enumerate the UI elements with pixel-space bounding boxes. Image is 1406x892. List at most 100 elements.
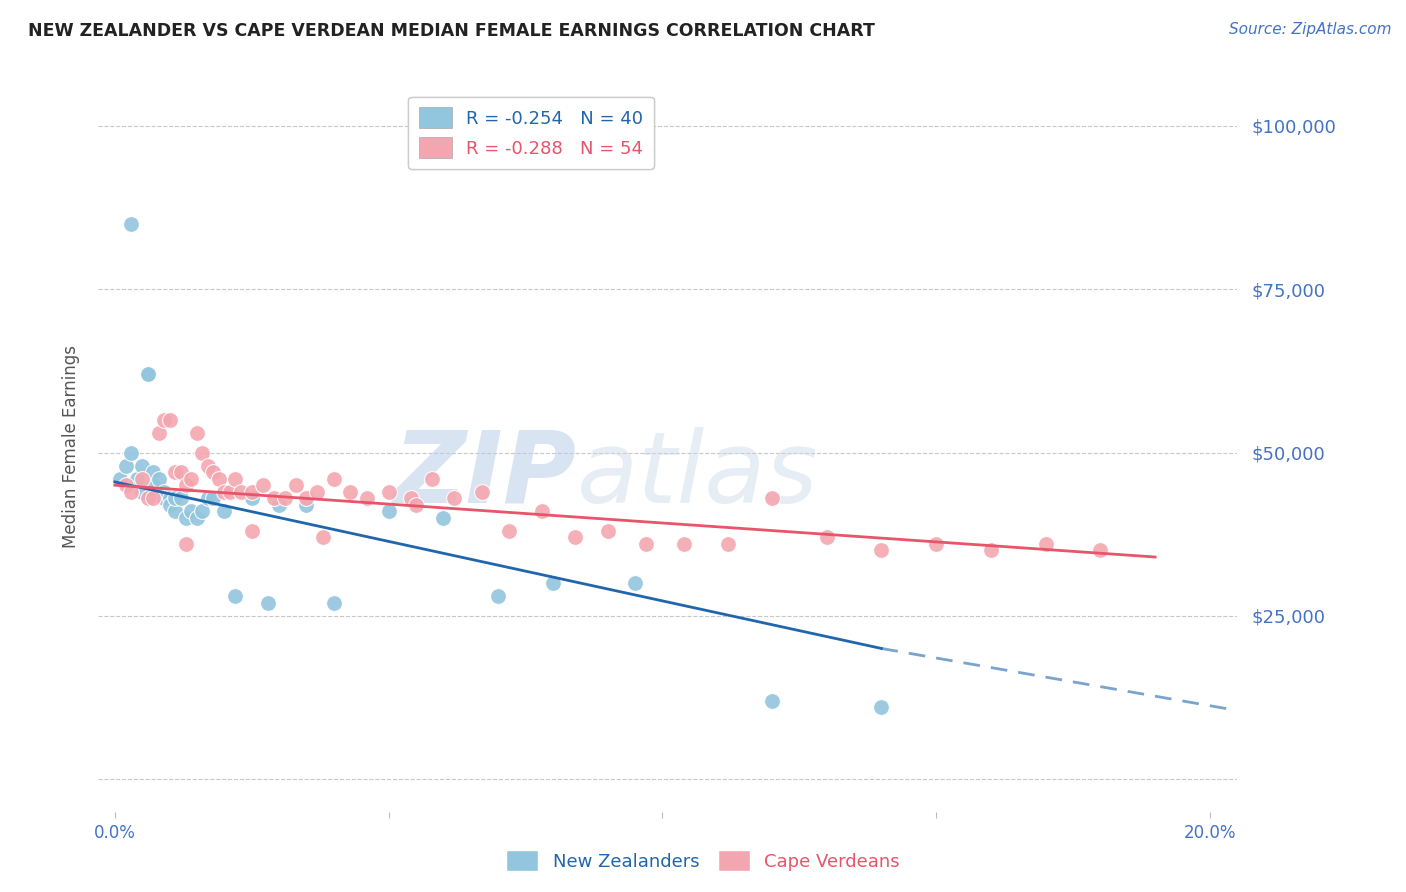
Text: Source: ZipAtlas.com: Source: ZipAtlas.com bbox=[1229, 22, 1392, 37]
Cape Verdeans bbox=[136, 491, 159, 506]
New Zealanders bbox=[486, 589, 509, 603]
Cape Verdeans bbox=[180, 472, 202, 486]
Cape Verdeans bbox=[322, 472, 344, 486]
Cape Verdeans bbox=[120, 484, 142, 499]
New Zealanders bbox=[269, 498, 291, 512]
Cape Verdeans bbox=[148, 425, 170, 440]
Cape Verdeans bbox=[114, 478, 136, 492]
Cape Verdeans bbox=[339, 484, 361, 499]
Cape Verdeans bbox=[169, 465, 191, 479]
Cape Verdeans bbox=[240, 484, 263, 499]
Text: atlas: atlas bbox=[576, 426, 818, 524]
New Zealanders bbox=[142, 478, 165, 492]
New Zealanders bbox=[142, 465, 165, 479]
New Zealanders bbox=[131, 458, 153, 473]
New Zealanders bbox=[197, 491, 219, 506]
Cape Verdeans bbox=[405, 498, 427, 512]
New Zealanders bbox=[148, 472, 170, 486]
Cape Verdeans bbox=[191, 445, 214, 459]
New Zealanders bbox=[153, 484, 176, 499]
New Zealanders bbox=[761, 694, 783, 708]
New Zealanders bbox=[377, 504, 399, 518]
New Zealanders bbox=[131, 484, 153, 499]
Cape Verdeans bbox=[1035, 537, 1057, 551]
Cape Verdeans bbox=[673, 537, 696, 551]
Cape Verdeans bbox=[980, 543, 1002, 558]
Cape Verdeans bbox=[634, 537, 657, 551]
Cape Verdeans bbox=[443, 491, 465, 506]
Cape Verdeans bbox=[925, 537, 948, 551]
Cape Verdeans bbox=[1090, 543, 1112, 558]
New Zealanders bbox=[114, 458, 136, 473]
Cape Verdeans bbox=[356, 491, 378, 506]
Cape Verdeans bbox=[815, 530, 838, 544]
New Zealanders bbox=[295, 498, 318, 512]
Cape Verdeans bbox=[273, 491, 295, 506]
Cape Verdeans bbox=[218, 484, 240, 499]
Cape Verdeans bbox=[377, 484, 399, 499]
New Zealanders bbox=[174, 511, 197, 525]
New Zealanders bbox=[541, 576, 564, 591]
New Zealanders bbox=[153, 491, 176, 506]
Cape Verdeans bbox=[312, 530, 335, 544]
Legend: New Zealanders, Cape Verdeans: New Zealanders, Cape Verdeans bbox=[499, 843, 907, 879]
Cape Verdeans bbox=[153, 413, 176, 427]
Text: NEW ZEALANDER VS CAPE VERDEAN MEDIAN FEMALE EARNINGS CORRELATION CHART: NEW ZEALANDER VS CAPE VERDEAN MEDIAN FEM… bbox=[28, 22, 875, 40]
Cape Verdeans bbox=[252, 478, 274, 492]
New Zealanders bbox=[165, 504, 187, 518]
Cape Verdeans bbox=[240, 524, 263, 538]
New Zealanders bbox=[165, 491, 187, 506]
New Zealanders bbox=[240, 491, 263, 506]
New Zealanders bbox=[148, 484, 170, 499]
New Zealanders bbox=[136, 367, 159, 381]
Legend: R = -0.254   N = 40, R = -0.288   N = 54: R = -0.254 N = 40, R = -0.288 N = 54 bbox=[408, 96, 654, 169]
Cape Verdeans bbox=[224, 472, 246, 486]
Cape Verdeans bbox=[165, 465, 187, 479]
Cape Verdeans bbox=[717, 537, 740, 551]
Cape Verdeans bbox=[131, 472, 153, 486]
Cape Verdeans bbox=[174, 478, 197, 492]
New Zealanders bbox=[432, 511, 454, 525]
New Zealanders bbox=[257, 596, 280, 610]
New Zealanders bbox=[214, 504, 236, 518]
Cape Verdeans bbox=[202, 465, 225, 479]
Cape Verdeans bbox=[596, 524, 619, 538]
Text: ZIP: ZIP bbox=[394, 426, 576, 524]
New Zealanders bbox=[159, 498, 181, 512]
New Zealanders bbox=[125, 472, 148, 486]
Cape Verdeans bbox=[263, 491, 285, 506]
New Zealanders bbox=[136, 367, 159, 381]
Cape Verdeans bbox=[284, 478, 307, 492]
Cape Verdeans bbox=[295, 491, 318, 506]
Y-axis label: Median Female Earnings: Median Female Earnings bbox=[62, 344, 80, 548]
Cape Verdeans bbox=[159, 413, 181, 427]
Cape Verdeans bbox=[498, 524, 520, 538]
Cape Verdeans bbox=[870, 543, 893, 558]
Cape Verdeans bbox=[214, 484, 236, 499]
New Zealanders bbox=[224, 589, 246, 603]
New Zealanders bbox=[180, 504, 202, 518]
Cape Verdeans bbox=[564, 530, 586, 544]
Cape Verdeans bbox=[761, 491, 783, 506]
New Zealanders bbox=[202, 491, 225, 506]
Cape Verdeans bbox=[307, 484, 329, 499]
Cape Verdeans bbox=[197, 458, 219, 473]
Cape Verdeans bbox=[208, 472, 231, 486]
New Zealanders bbox=[110, 472, 132, 486]
New Zealanders bbox=[159, 491, 181, 506]
Cape Verdeans bbox=[471, 484, 494, 499]
New Zealanders bbox=[186, 511, 208, 525]
Cape Verdeans bbox=[186, 425, 208, 440]
New Zealanders bbox=[191, 504, 214, 518]
Cape Verdeans bbox=[422, 472, 444, 486]
New Zealanders bbox=[322, 596, 344, 610]
New Zealanders bbox=[120, 217, 142, 231]
Cape Verdeans bbox=[399, 491, 422, 506]
New Zealanders bbox=[169, 491, 191, 506]
New Zealanders bbox=[624, 576, 647, 591]
Cape Verdeans bbox=[142, 491, 165, 506]
Cape Verdeans bbox=[174, 537, 197, 551]
New Zealanders bbox=[120, 445, 142, 459]
Cape Verdeans bbox=[530, 504, 553, 518]
Cape Verdeans bbox=[229, 484, 252, 499]
